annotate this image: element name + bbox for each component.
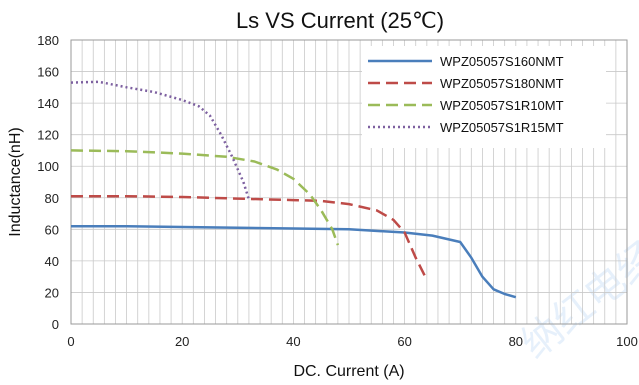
- y-tick-label: 160: [37, 65, 59, 80]
- x-axis-label: DC. Current (A): [293, 363, 404, 380]
- legend-label: WPZ05057S160NMT: [440, 54, 564, 69]
- series-lines: [70, 80, 517, 299]
- y-tick-label: 180: [37, 33, 59, 48]
- y-tick-label: 120: [37, 128, 59, 143]
- y-tick-label: 80: [45, 191, 59, 206]
- legend: WPZ05057S160NMT WPZ05057S180NMT WPZ05057S1…: [362, 46, 606, 148]
- series-line-1: [71, 224, 517, 299]
- x-tick-label: 100: [616, 334, 638, 349]
- grid: [70, 39, 628, 325]
- y-tick-label: 20: [45, 285, 59, 300]
- x-tick-label: 0: [67, 334, 74, 349]
- chart-title: Ls VS Current (25℃): [236, 8, 444, 33]
- x-tick-label: 80: [509, 334, 523, 349]
- y-tick-label: 140: [37, 96, 59, 111]
- y-tick-label: 100: [37, 159, 59, 174]
- plot-area-border: [70, 39, 628, 325]
- x-tick-label: 60: [397, 334, 411, 349]
- series-line-4: [70, 80, 251, 200]
- legend-label: WPZ05057S180NMT: [440, 76, 564, 91]
- y-tick-label: 0: [52, 317, 59, 332]
- series-line-2: [71, 194, 428, 281]
- tick-labels: 0 20 40 60 80 100 0 20 40 60 80 100 120 140 160 180: [37, 33, 638, 349]
- y-tick-label: 60: [45, 222, 59, 237]
- axes: [70, 39, 628, 325]
- x-tick-label: 20: [175, 334, 189, 349]
- legend-label: WPZ05057S1R10MT: [440, 98, 564, 113]
- x-tick-label: 40: [286, 334, 300, 349]
- legend-background: [362, 46, 606, 148]
- series-line-3: [70, 149, 340, 246]
- y-tick-label: 40: [45, 254, 59, 269]
- y-axis-label: Inductance(nH): [7, 127, 24, 236]
- legend-label: WPZ05057S1R15MT: [440, 120, 564, 135]
